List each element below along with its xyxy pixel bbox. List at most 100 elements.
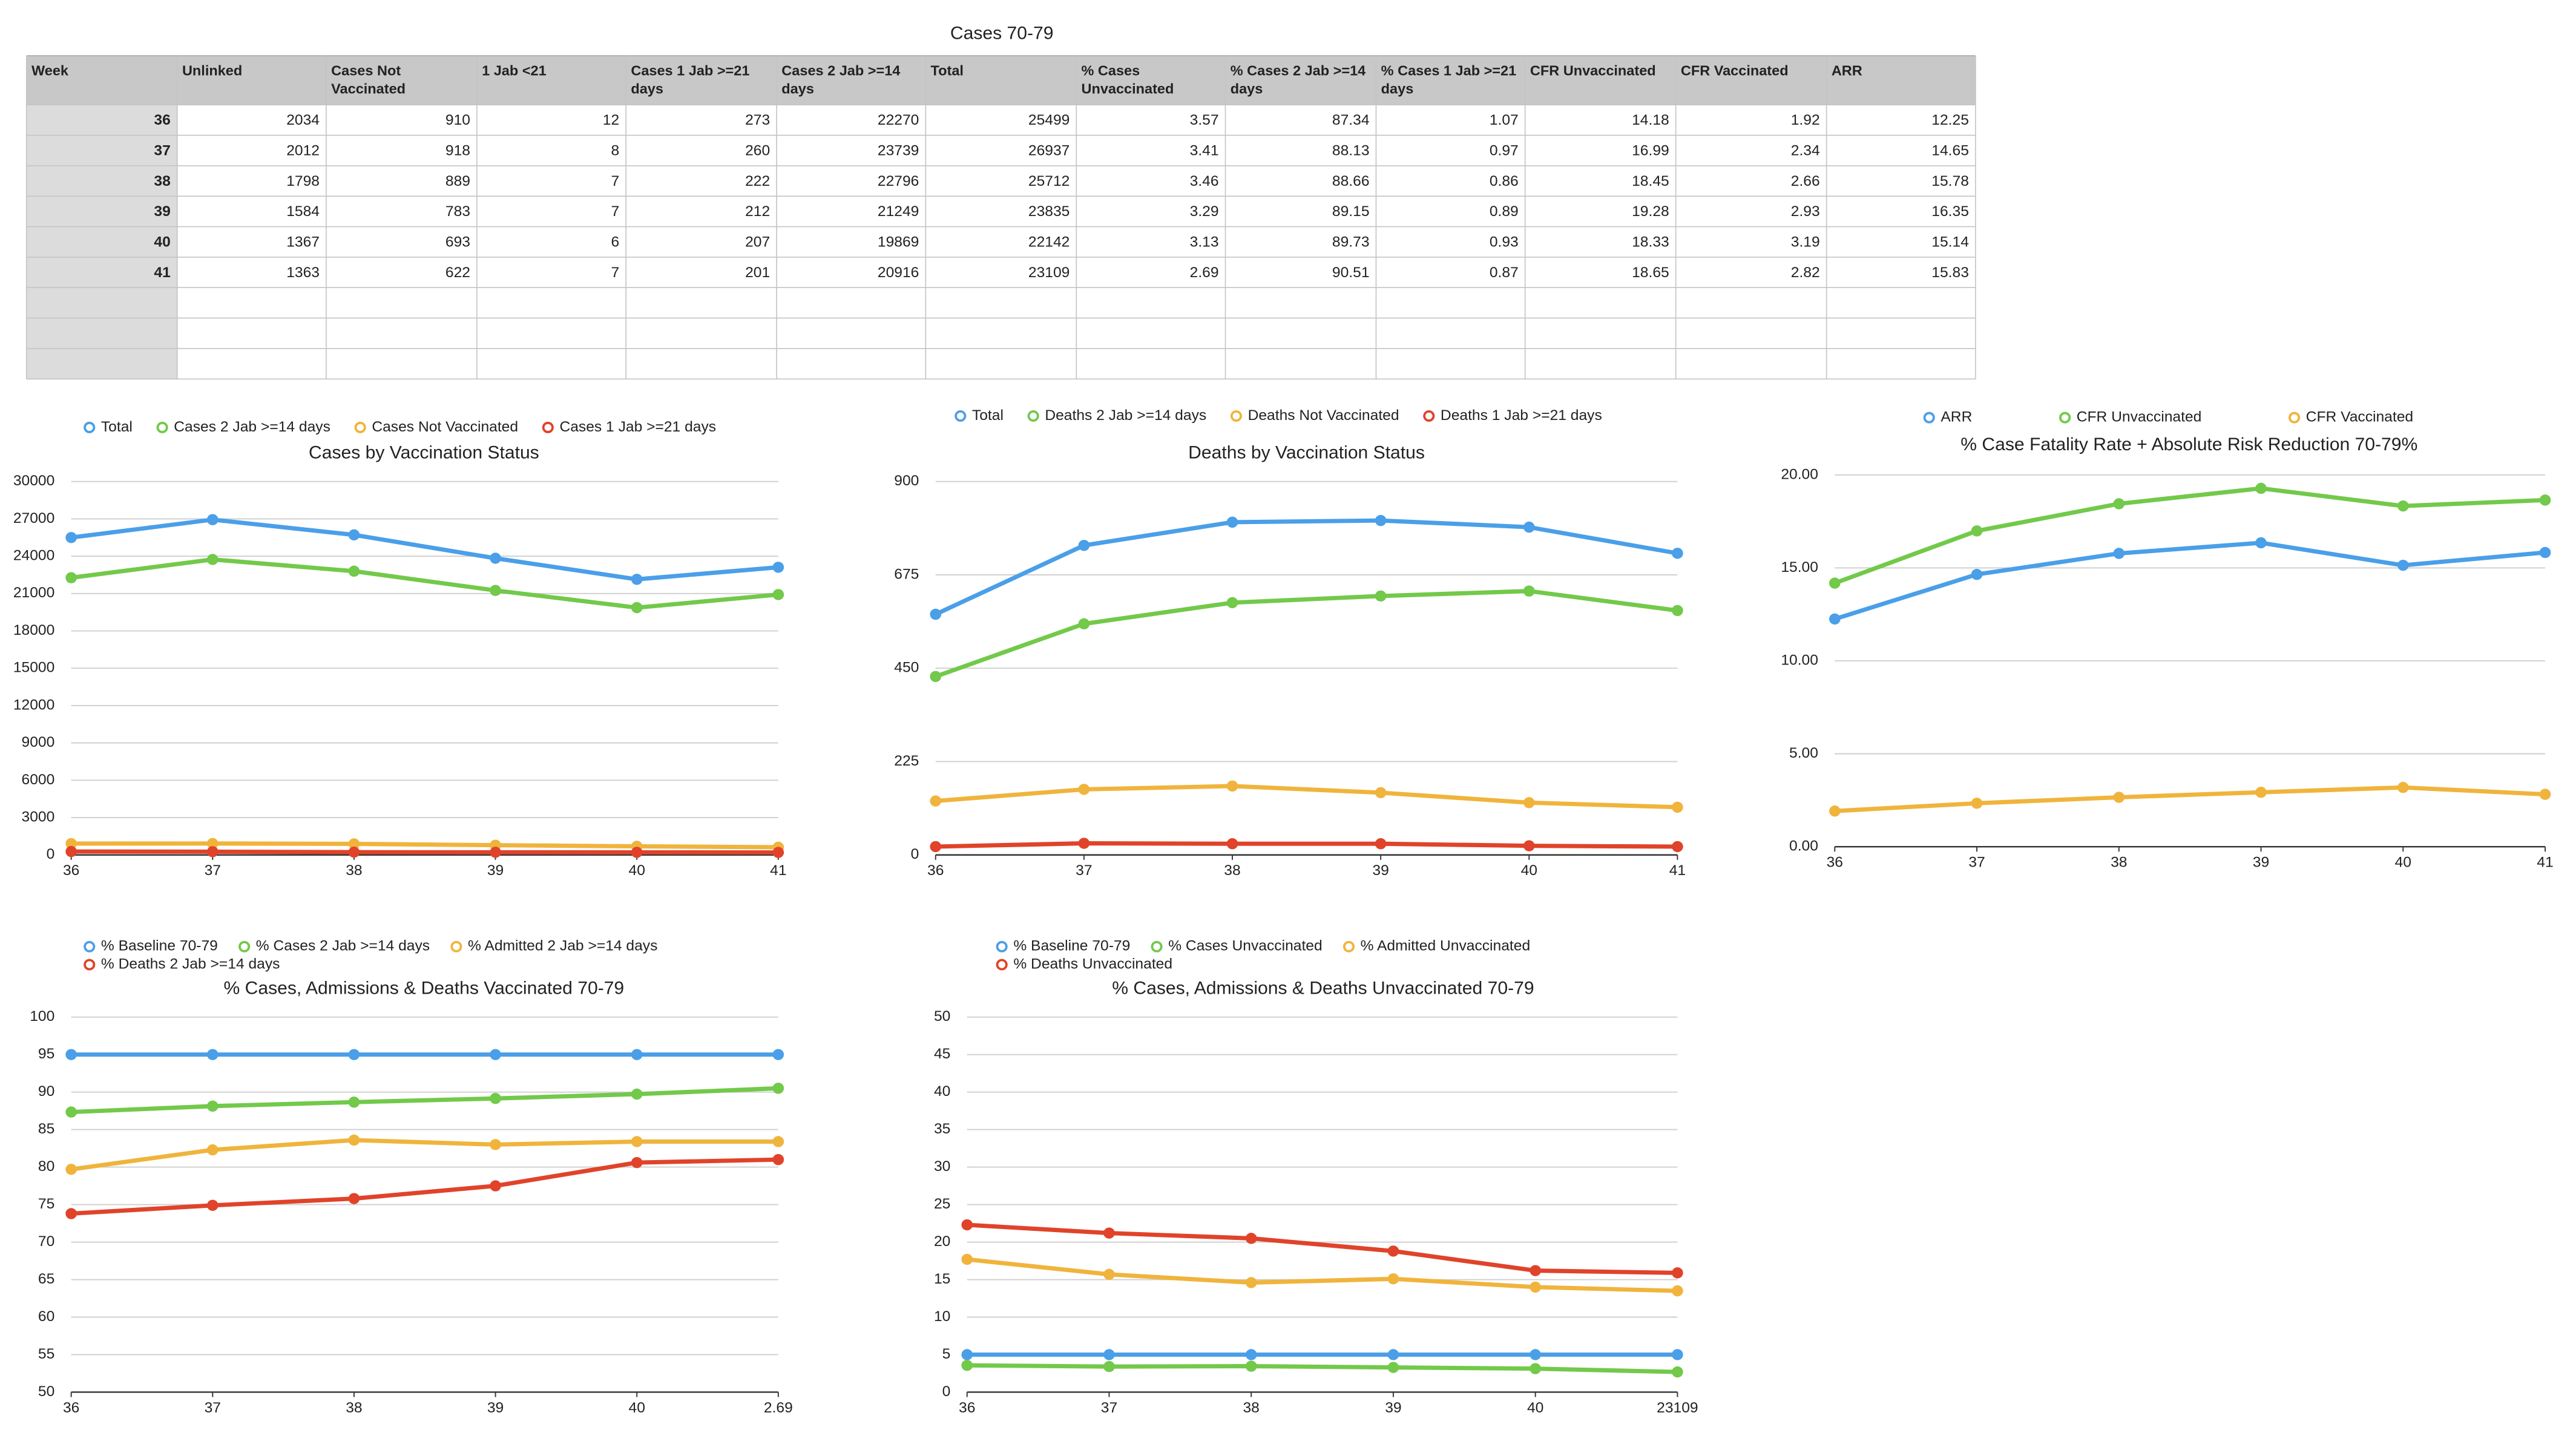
y-tick-label: 95 (38, 1046, 54, 1062)
data-cell: 3.46 (1190, 173, 1219, 189)
y-tick-label: 675 (894, 566, 919, 582)
legend-marker (1151, 940, 1163, 953)
header-cell: Week (31, 62, 68, 79)
series-line (967, 1222, 1678, 1275)
week-cell: 41 (154, 264, 170, 281)
data-point (1523, 797, 1535, 808)
data-cell: 8 (611, 143, 619, 159)
x-tick-label: 39 (487, 862, 504, 879)
data-point (1387, 1245, 1399, 1257)
chart-title: Cases by Vaccination Status (309, 443, 539, 463)
legend-item: CFR Vaccinated (2288, 409, 2413, 425)
y-tick-label: 45 (934, 1046, 950, 1062)
data-point (1672, 841, 1683, 853)
legend-item: % Cases Unvaccinated (1151, 938, 1323, 954)
data-cell: 16.35 (1931, 203, 1969, 220)
data-point (1530, 1363, 1541, 1374)
data-point (1523, 521, 1535, 533)
data-point (1375, 838, 1387, 850)
data-cell: 2.66 (1791, 173, 1820, 189)
data-point (1672, 605, 1683, 617)
header-cell: Cases Not Vaccinated (331, 62, 406, 96)
week-cell: 40 (154, 234, 170, 251)
data-point (490, 1092, 501, 1104)
legend-item: Total (84, 419, 133, 435)
legend-item: CFR Unvaccinated (2059, 409, 2201, 425)
y-tick-label: 18000 (13, 622, 54, 638)
legend-label: % Cases Unvaccinated (1168, 938, 1323, 954)
data-point (930, 671, 942, 683)
data-point (65, 1164, 77, 1175)
header-cell: % Cases 2 Jab >=14 days (1231, 62, 1366, 96)
y-tick-label: 25 (934, 1196, 950, 1212)
data-point (206, 1199, 219, 1212)
data-point (2255, 482, 2267, 494)
y-tick-label: 75 (38, 1196, 54, 1212)
data-cell: 2034 (286, 112, 320, 128)
data-cell: 3.13 (1190, 234, 1219, 251)
y-tick-label: 900 (894, 473, 919, 489)
data-cell: 1.07 (1490, 112, 1519, 128)
series-line (71, 849, 778, 855)
data-cell: 1367 (286, 234, 320, 251)
data-cell: 26937 (1028, 143, 1070, 159)
data-point (1523, 840, 1535, 851)
x-tick-label: 40 (1527, 1400, 1543, 1416)
legend-marker (542, 421, 554, 433)
data-cell: 1798 (286, 173, 320, 189)
header-cell: Cases 2 Jab >=14 days (781, 62, 900, 96)
data-cell: 6 (611, 234, 619, 251)
data-point (2255, 537, 2267, 549)
column-header: CFR Vaccinated (1680, 62, 1789, 79)
week-cell: 38 (154, 173, 170, 189)
data-cell: 18.33 (1632, 234, 1669, 251)
column-header: Total (930, 62, 964, 79)
data-cell: 1363 (286, 264, 320, 281)
data-point (2255, 787, 2267, 798)
data-point (1523, 585, 1535, 597)
data-point (1226, 597, 1238, 609)
legend-label: % Baseline 70-79 (1013, 938, 1130, 954)
x-tick-label: 40 (629, 862, 645, 879)
y-tick-label: 3000 (22, 809, 55, 825)
legend-marker (1423, 410, 1435, 422)
column-header: 1 Jab <21 (482, 62, 547, 79)
x-tick-label: 37 (1968, 854, 1985, 871)
data-point (348, 565, 360, 577)
data-point (772, 1136, 784, 1147)
data-point (1387, 1349, 1399, 1360)
legend-marker (1230, 410, 1243, 422)
data-point (1672, 1285, 1683, 1297)
data-point (65, 838, 77, 850)
legend-label: % Cases 2 Jab >=14 days (256, 938, 430, 954)
data-cell: 2.34 (1791, 143, 1820, 159)
legend-marker (238, 940, 251, 953)
table-header-bg (26, 56, 1976, 105)
y-tick-label: 9000 (22, 734, 55, 750)
data-cell: 12.25 (1931, 112, 1969, 128)
data-cell: 207 (745, 234, 770, 251)
legend-label: Deaths Not Vaccinated (1248, 407, 1399, 424)
x-tick-label: 38 (1243, 1400, 1259, 1416)
series-line (967, 1363, 1678, 1374)
x-tick-label: 38 (346, 1400, 362, 1416)
data-point (1530, 1349, 1541, 1360)
data-cell: 90.51 (1332, 264, 1370, 281)
data-point (1226, 516, 1238, 528)
y-tick-label: 450 (894, 660, 919, 676)
chart-title: % Cases, Admissions & Deaths Unvaccinate… (1112, 979, 1534, 999)
header-cell: Total (930, 62, 964, 79)
x-tick-label: 39 (1385, 1400, 1401, 1416)
data-cell: 0.89 (1490, 203, 1519, 220)
series-line (71, 1138, 778, 1172)
data-point (631, 847, 643, 858)
data-point (772, 1153, 784, 1166)
legend-marker (2059, 412, 2071, 424)
y-tick-label: 20.00 (1781, 466, 1818, 482)
data-point (1375, 514, 1387, 526)
data-point (1971, 525, 1983, 537)
data-point (2113, 548, 2125, 559)
column-header: % Cases Unvaccinated (1081, 62, 1174, 96)
data-point (490, 1049, 501, 1060)
data-point (2113, 792, 2125, 803)
